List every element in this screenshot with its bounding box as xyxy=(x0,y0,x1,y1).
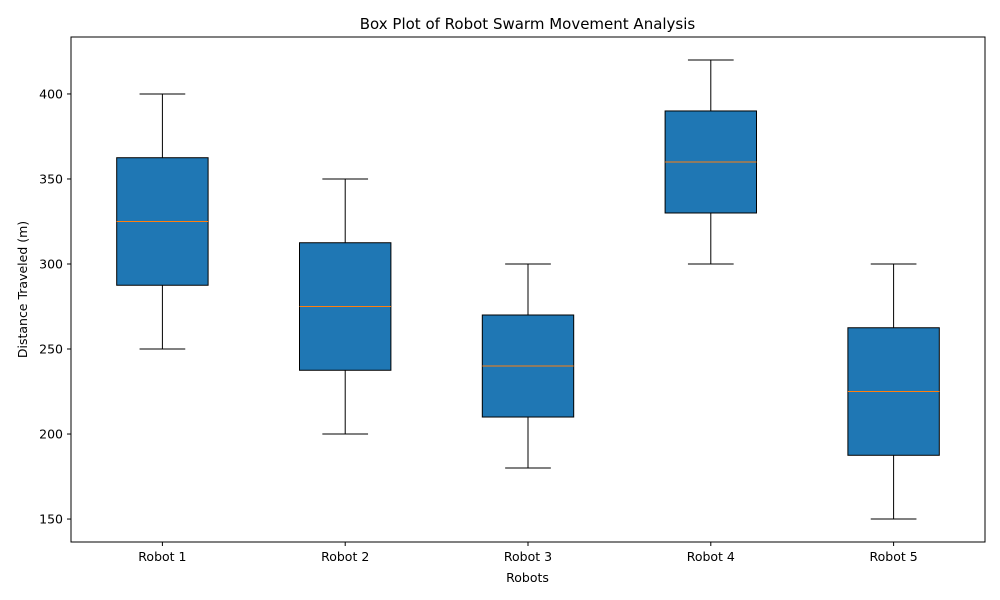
x-tick-label: Robot 5 xyxy=(870,549,918,564)
x-tick-label: Robot 4 xyxy=(687,549,735,564)
y-axis-label: Distance Traveled (m) xyxy=(15,221,30,358)
x-axis-label: Robots xyxy=(506,570,549,585)
x-tick-label: Robot 2 xyxy=(321,549,369,564)
y-tick-label: 150 xyxy=(39,512,63,527)
x-tick-label: Robot 3 xyxy=(504,549,552,564)
y-tick-label: 200 xyxy=(39,427,63,442)
chart-title: Box Plot of Robot Swarm Movement Analysi… xyxy=(360,15,696,33)
y-tick-label: 300 xyxy=(39,256,63,271)
chart-marks: 150 200 250 300 350 400 Robot 1 Robot 2 Robot 3 R… xyxy=(39,59,940,564)
plot-area-frame xyxy=(70,36,986,543)
y-tick-label: 250 xyxy=(39,342,63,357)
y-tick-label: 350 xyxy=(39,171,63,186)
y-tick-label: 400 xyxy=(39,86,63,101)
x-tick-label: Robot 1 xyxy=(138,549,186,564)
